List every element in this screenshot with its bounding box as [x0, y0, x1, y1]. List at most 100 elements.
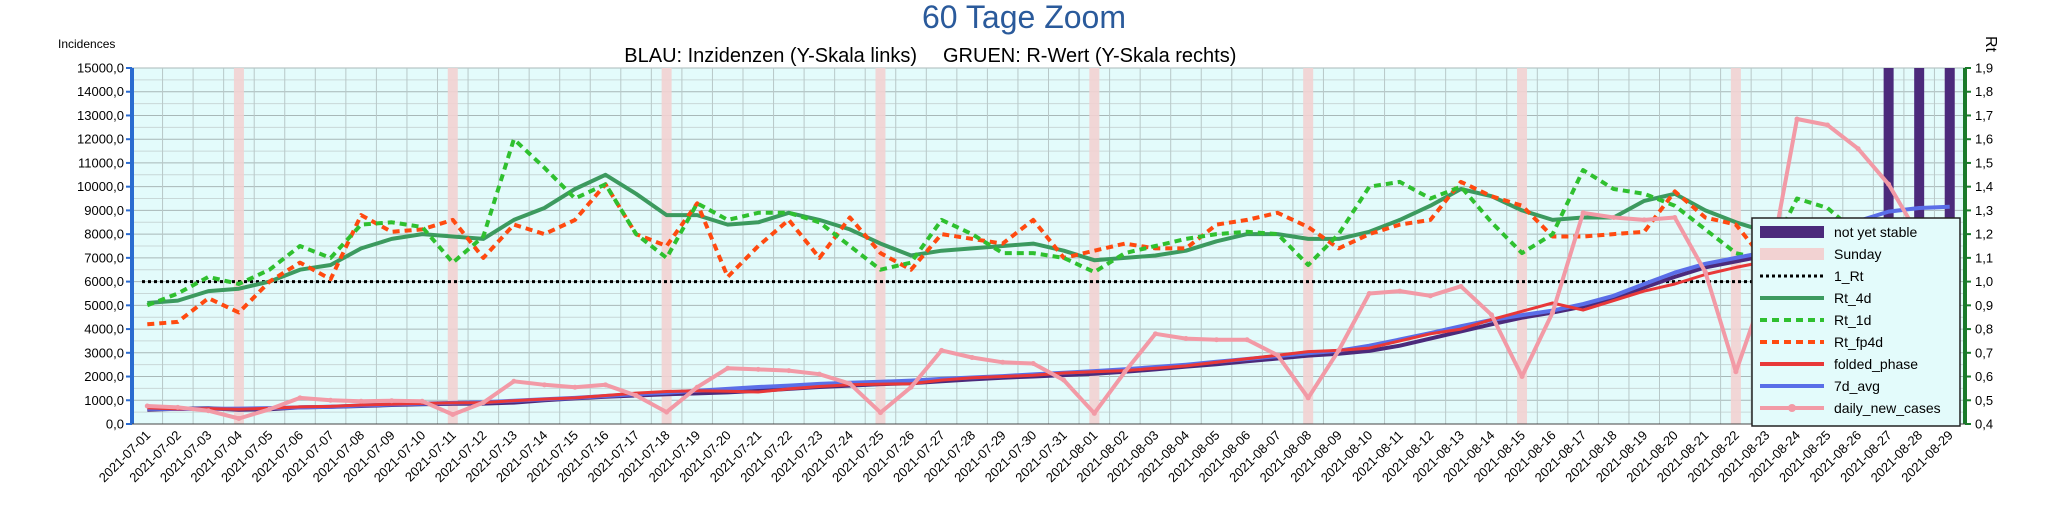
- y-tick-label-left: 7000,0: [84, 250, 124, 265]
- daily-new-cases-point: [1336, 347, 1342, 353]
- daily-new-cases-point: [939, 347, 945, 353]
- daily-new-cases-point: [236, 416, 242, 422]
- y-tick-label-left: 5000,0: [84, 298, 124, 313]
- legend-swatch: [1760, 248, 1824, 260]
- daily-new-cases-point: [1427, 293, 1433, 299]
- legend-entry: Rt_1d: [1834, 312, 1871, 328]
- daily-new-cases-point: [633, 393, 639, 399]
- daily-new-cases-point: [328, 397, 334, 403]
- y-tick-label-left: 10000,0: [77, 179, 124, 194]
- daily-new-cases-point: [175, 404, 181, 410]
- legend-swatch-marker: [1788, 404, 1796, 412]
- daily-new-cases-point: [297, 395, 303, 401]
- sunday-band: [875, 68, 886, 424]
- daily-new-cases-point: [1488, 312, 1494, 318]
- legend-entry: daily_new_cases: [1834, 400, 1941, 416]
- y-tick-label-right: 0,5: [1975, 393, 1993, 408]
- series-line-folded-phase: [147, 223, 1951, 411]
- chart-subtitle-left: BLAU: Inzidenzen (Y-Skala links): [624, 45, 917, 67]
- daily-new-cases-point: [969, 355, 975, 361]
- y-tick-label-left: 15000,0: [77, 61, 124, 76]
- legend-entry: 7d_avg: [1834, 378, 1880, 394]
- series-line-daily-new-cases: [147, 117, 1952, 421]
- daily-new-cases-point: [450, 412, 456, 418]
- y-tick-label-left: 9000,0: [84, 203, 124, 218]
- daily-new-cases-point: [1152, 331, 1158, 337]
- y-tick-label-left: 3000,0: [84, 345, 124, 360]
- daily-new-cases-point: [1672, 215, 1678, 221]
- daily-new-cases-point: [1519, 374, 1525, 380]
- y-axis-left-label: Incidences: [58, 37, 115, 51]
- daily-new-cases-point: [541, 382, 547, 388]
- y-tick-label-left: 0,0: [106, 417, 124, 432]
- daily-new-cases-point: [1366, 290, 1372, 296]
- y-tick-label-right: 0,7: [1975, 345, 1993, 360]
- daily-new-cases-point: [1397, 288, 1403, 294]
- daily-new-cases-point: [1580, 210, 1586, 216]
- daily-new-cases-point: [572, 384, 578, 390]
- daily-new-cases-point: [1061, 377, 1067, 383]
- daily-new-cases-point: [1091, 410, 1097, 416]
- series-line-Rt-1d: [146, 137, 1952, 308]
- chart-title: 60 Tage Zoom: [922, 0, 1126, 35]
- y-tick-label-left: 4000,0: [84, 322, 124, 337]
- daily-new-cases-point: [1611, 215, 1617, 221]
- daily-new-cases-point: [1550, 309, 1556, 315]
- legend-entry: Rt_4d: [1834, 290, 1871, 306]
- daily-new-cases-point: [1244, 337, 1250, 343]
- sunday-band: [447, 68, 458, 424]
- daily-new-cases-point: [480, 400, 486, 406]
- daily-new-cases-point: [908, 384, 914, 390]
- legend-entry: not yet stable: [1834, 224, 1917, 240]
- y-tick-label-right: 1,3: [1975, 203, 1993, 218]
- daily-new-cases-point: [1030, 360, 1036, 366]
- sunday-band: [1517, 68, 1528, 424]
- sunday-band: [233, 68, 244, 424]
- series-line-Rt-4d: [147, 172, 1951, 305]
- daily-new-cases-point: [1641, 217, 1647, 223]
- y-tick-label-left: 1000,0: [84, 393, 124, 408]
- y-tick-label-left: 6000,0: [84, 274, 124, 289]
- daily-new-cases-point: [389, 398, 395, 404]
- daily-new-cases-point: [755, 366, 761, 372]
- daily-new-cases-point: [664, 409, 670, 415]
- daily-new-cases-point: [144, 403, 150, 409]
- y-tick-label-left: 8000,0: [84, 227, 124, 242]
- y-tick-label-left: 12000,0: [77, 132, 124, 147]
- daily-new-cases-point: [847, 381, 853, 387]
- legend-entry: Rt_fp4d: [1834, 334, 1883, 350]
- y-tick-label-right: 1,1: [1975, 250, 1993, 265]
- daily-new-cases-point: [1305, 395, 1311, 401]
- sunday-band: [1730, 68, 1741, 424]
- daily-new-cases-point: [816, 371, 822, 377]
- daily-new-cases-point: [1122, 369, 1128, 375]
- legend-entry: Sunday: [1834, 246, 1881, 262]
- y-tick-label-left: 13000,0: [77, 108, 124, 123]
- y-tick-label-right: 1,2: [1975, 227, 1993, 242]
- daily-new-cases-point: [786, 368, 792, 374]
- daily-new-cases-point: [419, 398, 425, 404]
- y-tick-label-right: 1,5: [1975, 155, 1993, 170]
- daily-new-cases-point: [1214, 337, 1220, 343]
- daily-new-cases-point: [1275, 352, 1281, 358]
- y-tick-label-right: 1,9: [1975, 61, 1993, 76]
- y-tick-label-right: 0,4: [1975, 417, 1993, 432]
- sunday-band: [1303, 68, 1314, 424]
- y-tick-label-right: 1,6: [1975, 132, 1993, 147]
- daily-new-cases-point: [1855, 146, 1861, 152]
- y-tick-label-right: 1,0: [1975, 274, 1993, 289]
- daily-new-cases-point: [511, 378, 517, 384]
- daily-new-cases-point: [1458, 283, 1464, 289]
- daily-new-cases-point: [603, 382, 609, 388]
- daily-new-cases-point: [1825, 122, 1831, 128]
- y-tick-label-right: 1,8: [1975, 84, 1993, 99]
- daily-new-cases-point: [205, 408, 211, 414]
- y-tick-label-right: 0,9: [1975, 298, 1993, 313]
- y-tick-label-left: 11000,0: [78, 155, 124, 170]
- daily-new-cases-point: [877, 410, 883, 416]
- y-tick-label-right: 0,8: [1975, 322, 1993, 337]
- daily-new-cases-point: [1886, 181, 1892, 187]
- y-tick-label-left: 2000,0: [84, 369, 124, 384]
- daily-new-cases-point: [358, 398, 364, 404]
